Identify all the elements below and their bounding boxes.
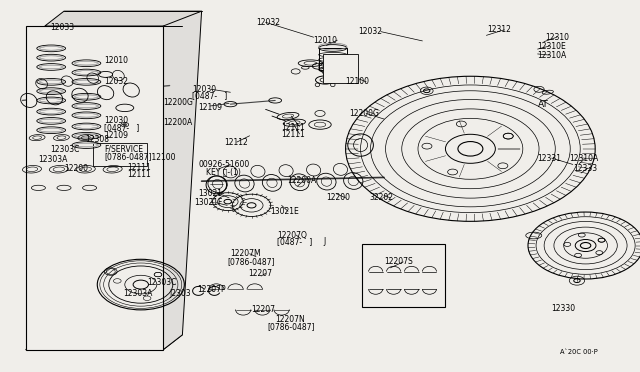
- Text: 12112: 12112: [224, 138, 248, 147]
- Text: 12032: 12032: [358, 27, 383, 36]
- Polygon shape: [26, 26, 163, 350]
- Text: 12109: 12109: [104, 131, 128, 140]
- Text: 12207M: 12207M: [230, 249, 261, 258]
- Text: 12303C: 12303C: [50, 145, 79, 154]
- Text: 13021: 13021: [198, 189, 223, 198]
- Text: 12207N: 12207N: [275, 315, 305, 324]
- Text: 12032: 12032: [256, 18, 280, 27]
- Text: 12303A: 12303A: [123, 289, 152, 298]
- Polygon shape: [163, 11, 202, 350]
- Text: 12200A: 12200A: [163, 118, 193, 126]
- Text: KEY キ-(1): KEY キ-(1): [206, 167, 241, 176]
- Text: 12303A: 12303A: [38, 155, 68, 164]
- Text: 12030: 12030: [192, 85, 216, 94]
- Text: 12331: 12331: [538, 154, 562, 163]
- Text: 12100: 12100: [346, 77, 370, 86]
- Text: 12330: 12330: [552, 304, 576, 312]
- Text: J: J: [324, 237, 326, 246]
- Text: 12033: 12033: [50, 23, 74, 32]
- Text: 12200A: 12200A: [287, 176, 316, 185]
- Text: 12207S: 12207S: [384, 257, 413, 266]
- Text: 13021E: 13021E: [270, 207, 299, 216]
- Text: 12310A: 12310A: [538, 51, 567, 60]
- Text: 12200: 12200: [64, 164, 88, 173]
- Text: 12207P: 12207P: [197, 285, 226, 294]
- Text: 12207: 12207: [248, 269, 273, 278]
- Text: 00926-51600: 00926-51600: [198, 160, 250, 169]
- Bar: [323, 54, 358, 83]
- Text: 12207Q: 12207Q: [277, 231, 307, 240]
- Polygon shape: [45, 11, 202, 26]
- Text: 12200G: 12200G: [163, 98, 193, 107]
- Text: [0786-0487]: [0786-0487]: [268, 322, 315, 331]
- Text: 12111: 12111: [127, 170, 150, 179]
- Polygon shape: [26, 335, 182, 350]
- Text: [0786-0487]12100: [0786-0487]12100: [104, 152, 176, 161]
- Text: [0487-   ]: [0487- ]: [277, 237, 312, 246]
- Text: F/SERVICE: F/SERVICE: [104, 144, 143, 153]
- Text: J2303: J2303: [170, 289, 191, 298]
- Bar: [362, 244, 445, 307]
- Text: 12030: 12030: [104, 116, 129, 125]
- Text: 12308: 12308: [85, 135, 109, 144]
- Text: 12333: 12333: [573, 164, 597, 173]
- Text: 32202: 32202: [369, 193, 393, 202]
- Text: 12310E: 12310E: [538, 42, 566, 51]
- Text: A`20C 00·P: A`20C 00·P: [560, 349, 598, 355]
- Bar: [93, 143, 147, 166]
- Text: 12312: 12312: [488, 25, 511, 34]
- Text: 12200G: 12200G: [349, 109, 379, 118]
- Text: 12111: 12111: [127, 163, 150, 172]
- Text: 12010: 12010: [104, 56, 128, 65]
- Text: [0487-   ]: [0487- ]: [192, 92, 227, 100]
- Text: 12207: 12207: [252, 305, 275, 314]
- Text: 12010: 12010: [314, 36, 338, 45]
- Text: AT: AT: [538, 100, 548, 109]
- Text: [0786-0487]: [0786-0487]: [227, 257, 275, 266]
- Text: 12200: 12200: [326, 193, 351, 202]
- Text: 12109: 12109: [198, 103, 223, 112]
- Text: [0487-   ]: [0487- ]: [104, 123, 140, 132]
- Text: 12303C: 12303C: [147, 278, 177, 287]
- Text: 12310A: 12310A: [570, 154, 599, 163]
- Text: 13021F: 13021F: [194, 198, 222, 207]
- Text: 12032: 12032: [104, 77, 128, 86]
- Text: 12111: 12111: [282, 123, 305, 132]
- Text: 12310: 12310: [545, 33, 570, 42]
- Bar: [319, 48, 347, 70]
- Text: 12111: 12111: [282, 130, 305, 139]
